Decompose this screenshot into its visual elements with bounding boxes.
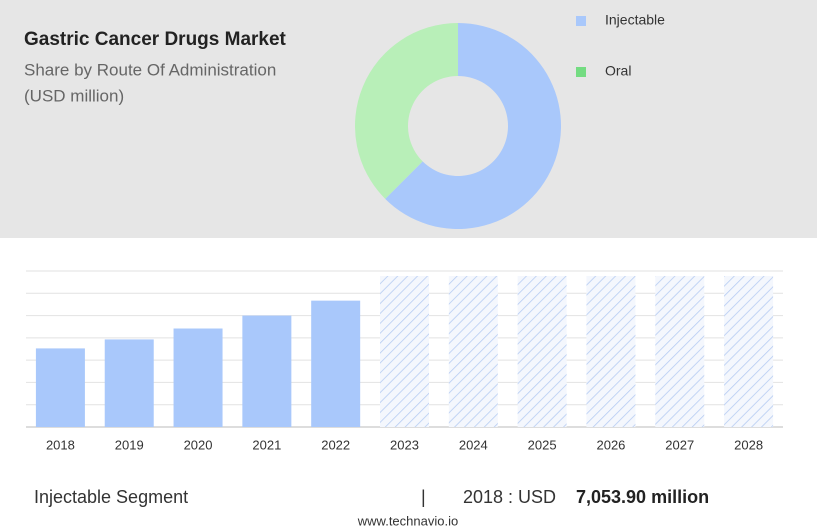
- separator: |: [421, 487, 426, 507]
- legend-swatch: [576, 67, 586, 77]
- legend-label: Injectable: [605, 12, 665, 28]
- donut-slice: [385, 23, 562, 229]
- x-tick-label: 2021: [252, 437, 281, 452]
- x-tick-label: 2018: [46, 437, 75, 452]
- legend-swatch: [576, 16, 586, 26]
- source: www.technavio.io: [357, 513, 458, 528]
- bar: [104, 339, 154, 427]
- bar: [242, 315, 292, 427]
- x-tick-label: 2026: [596, 437, 625, 452]
- segment-label: Injectable Segment: [34, 487, 188, 507]
- bar: [173, 328, 223, 427]
- bar: [35, 348, 85, 427]
- year-label: 2018 : USD: [463, 487, 556, 507]
- x-tick-label: 2027: [665, 437, 694, 452]
- unit: (USD million): [24, 86, 124, 105]
- forecast-placeholder: [517, 276, 567, 427]
- forecast-placeholder: [448, 276, 498, 427]
- x-tick-label: 2024: [459, 437, 488, 452]
- subtitle: Share by Route Of Administration: [24, 60, 276, 79]
- x-tick-label: 2023: [390, 437, 419, 452]
- legend-label: Oral: [605, 63, 631, 79]
- title: Gastric Cancer Drugs Market: [24, 29, 287, 50]
- x-tick-label: 2022: [321, 437, 350, 452]
- forecast-placeholder: [724, 276, 774, 427]
- donut-slice: [355, 22, 458, 199]
- bar: [311, 300, 361, 427]
- forecast-placeholder: [655, 276, 705, 427]
- x-tick-label: 2028: [734, 437, 763, 452]
- x-tick-label: 2020: [184, 437, 213, 452]
- forecast-placeholder: [380, 276, 429, 427]
- x-tick-label: 2025: [528, 437, 557, 452]
- highlight-value: 7,053.90 million: [576, 487, 709, 507]
- x-tick-label: 2019: [115, 437, 144, 452]
- forecast-placeholder: [586, 276, 636, 427]
